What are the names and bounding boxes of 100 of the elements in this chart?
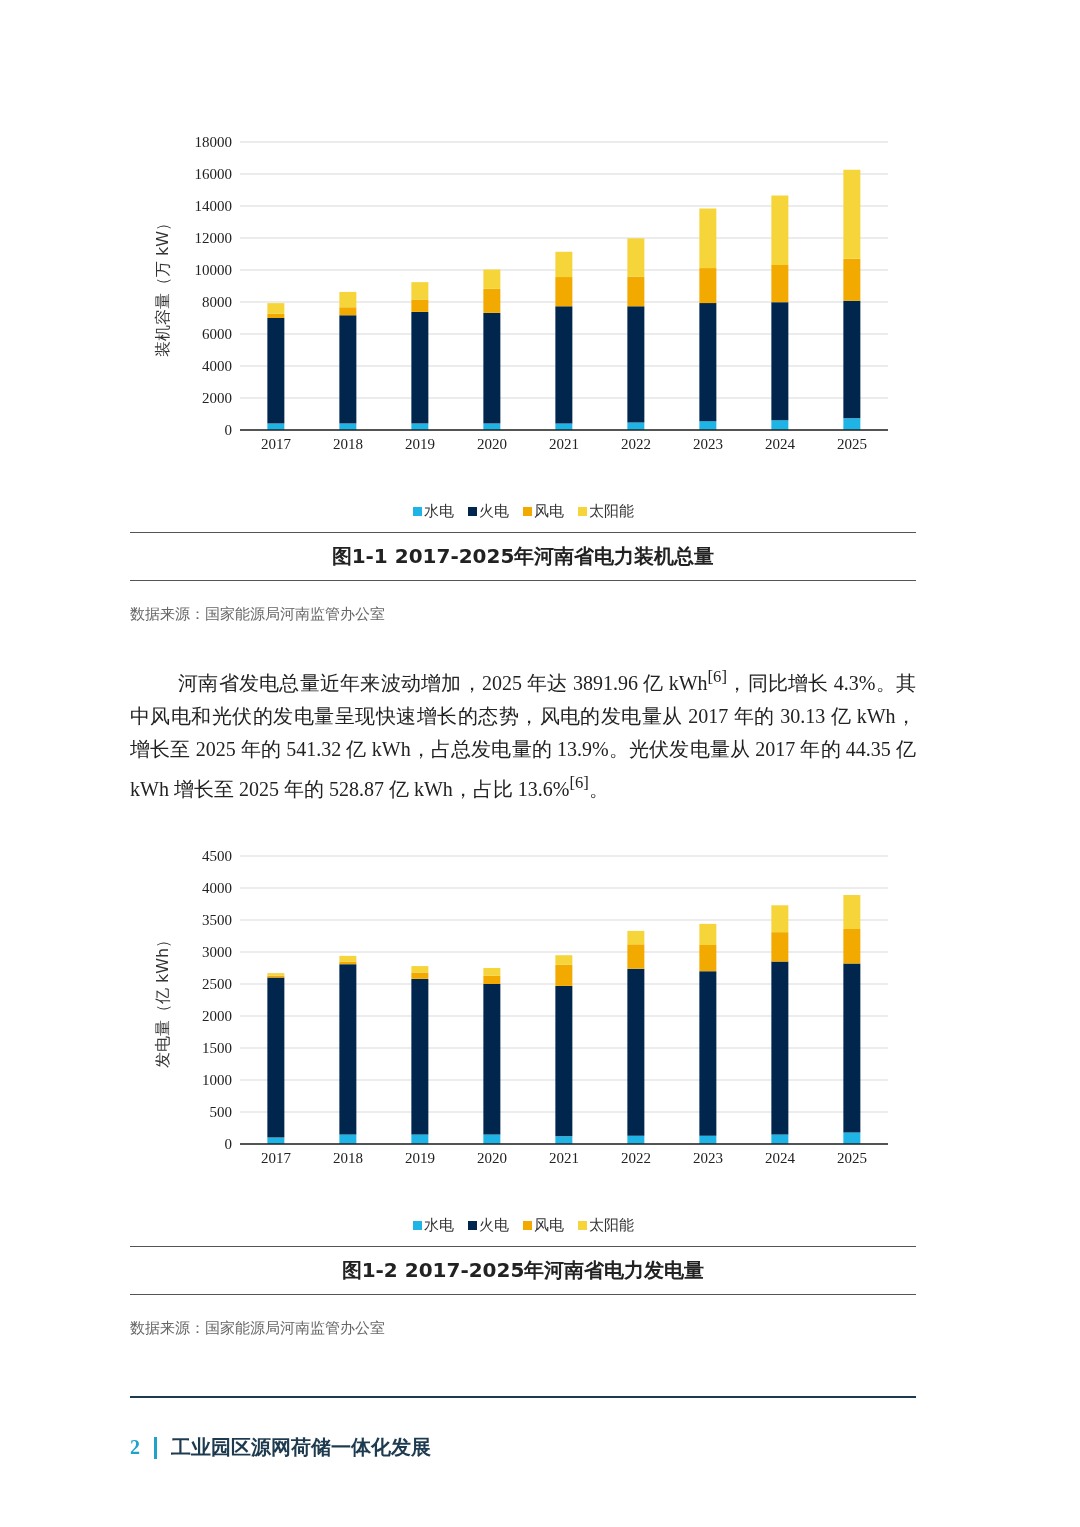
bar [411, 311, 429, 424]
source-note: 数据来源：国家能源局河南监管办公室 [130, 605, 386, 624]
bar [339, 964, 357, 1135]
bar [411, 1134, 429, 1144]
y-tick-label: 2000 [202, 390, 232, 407]
legend-label: 火电 [478, 1215, 509, 1235]
x-tick-label: 2022 [621, 435, 651, 452]
x-tick-label: 2023 [693, 435, 723, 452]
y-tick-label: 0 [224, 1136, 232, 1153]
bar [411, 282, 429, 300]
x-tick-label: 2022 [621, 1149, 651, 1166]
y-tick-label: 4000 [202, 358, 232, 375]
x-tick-label: 2023 [693, 1149, 723, 1166]
bar [771, 961, 789, 1135]
bar [339, 291, 357, 308]
bar [627, 306, 645, 423]
bar [843, 963, 861, 1133]
y-tick-label: 0 [224, 422, 232, 439]
y-tick-label: 10000 [194, 262, 232, 279]
bar [771, 1134, 789, 1144]
bar [555, 964, 573, 986]
text: 图1-2 2017-2025年河南省电力发电量 [340, 1257, 706, 1284]
bar [555, 1136, 573, 1144]
bar [411, 972, 429, 979]
bar [555, 306, 573, 424]
bar [771, 195, 789, 265]
bar [483, 975, 501, 984]
x-tick-label: 2018 [333, 1149, 363, 1166]
bar [843, 1132, 861, 1144]
y-tick-label: 18000 [194, 134, 232, 151]
bar [339, 1134, 357, 1144]
y-axis-title: 装机容量（万 kW） [152, 214, 172, 358]
x-tick-label: 2019 [405, 1149, 435, 1166]
y-tick-label: 3500 [202, 912, 232, 929]
legend-label: 风电 [533, 501, 564, 521]
bar [843, 169, 861, 259]
bar [411, 299, 429, 312]
bar [843, 895, 861, 929]
x-tick-label: 2020 [477, 1149, 507, 1166]
x-tick-label: 2019 [405, 435, 435, 452]
bar [771, 905, 789, 933]
bar [627, 422, 645, 430]
bar [627, 944, 645, 969]
y-tick-label: 8000 [202, 294, 232, 311]
bar [699, 944, 717, 972]
bar [771, 420, 789, 430]
bar [483, 288, 501, 313]
bar [483, 968, 501, 976]
legend-label: 水电 [423, 501, 454, 521]
bar [483, 1134, 501, 1144]
bar [267, 977, 285, 1138]
bar [483, 312, 501, 424]
text: 2 [130, 1436, 140, 1459]
y-axis-title: 发电量（亿 kWh） [152, 931, 172, 1069]
bar [627, 930, 645, 945]
bar [411, 966, 429, 973]
legend-label: 太阳能 [588, 501, 634, 521]
y-tick-label: 4000 [202, 880, 232, 897]
y-tick-label: 1000 [202, 1072, 232, 1089]
bar [555, 955, 573, 965]
bar [267, 303, 285, 314]
y-tick-label: 2500 [202, 976, 232, 993]
x-tick-label: 2021 [549, 435, 579, 452]
bar [699, 303, 717, 422]
y-tick-label: 1500 [202, 1040, 232, 1057]
bar [843, 928, 861, 964]
text: 河南省发电总量近年来波动增加，2025 年达 3891.96 亿 kWh$^{[6]}$，同比增长 4.3%。其中风电和光伏的发电量呈现快速增长的态势，风电的发电量从 2017 年的 30.13 亿 kWh，增长至 2025 年的 541.32 亿 kWh，占总发电量的 13.9%。光伏发电量从 2017 年的 44.35 亿 kWh 增长至 2025 年的 528.87 亿 kWh，占比 13.6%$^{[6]}$。 [130, 666, 916, 802]
x-tick-label: 2025 [837, 435, 867, 452]
bar [699, 268, 717, 304]
y-tick-label: 2000 [202, 1008, 232, 1025]
legend-label: 水电 [423, 1215, 454, 1235]
y-tick-label: 4500 [202, 848, 232, 865]
bar [555, 277, 573, 307]
bar [555, 985, 573, 1137]
x-tick-label: 2025 [837, 1149, 867, 1166]
bar [267, 318, 285, 424]
bar [627, 276, 645, 307]
bar [555, 251, 573, 278]
bar [843, 258, 861, 301]
bar [699, 421, 717, 430]
bar [771, 264, 789, 303]
x-tick-label: 2020 [477, 435, 507, 452]
bar [555, 423, 573, 430]
bar [771, 302, 789, 421]
bar [843, 300, 861, 419]
x-tick-label: 2024 [765, 1149, 796, 1166]
source-note: 数据来源：国家能源局河南监管办公室 [130, 1319, 386, 1338]
bar [699, 971, 717, 1136]
y-tick-label: 3000 [202, 944, 232, 961]
text: 工业园区源网荷储一体化发展 [171, 1434, 431, 1461]
y-tick-label: 14000 [194, 198, 232, 215]
bar [771, 932, 789, 962]
y-tick-label: 16000 [194, 166, 232, 183]
x-tick-label: 2017 [261, 1149, 292, 1166]
x-tick-label: 2018 [333, 435, 363, 452]
x-tick-label: 2021 [549, 1149, 579, 1166]
bar [483, 984, 501, 1135]
x-tick-label: 2017 [261, 435, 292, 452]
bar [267, 313, 285, 318]
legend-label: 风电 [533, 1215, 564, 1235]
